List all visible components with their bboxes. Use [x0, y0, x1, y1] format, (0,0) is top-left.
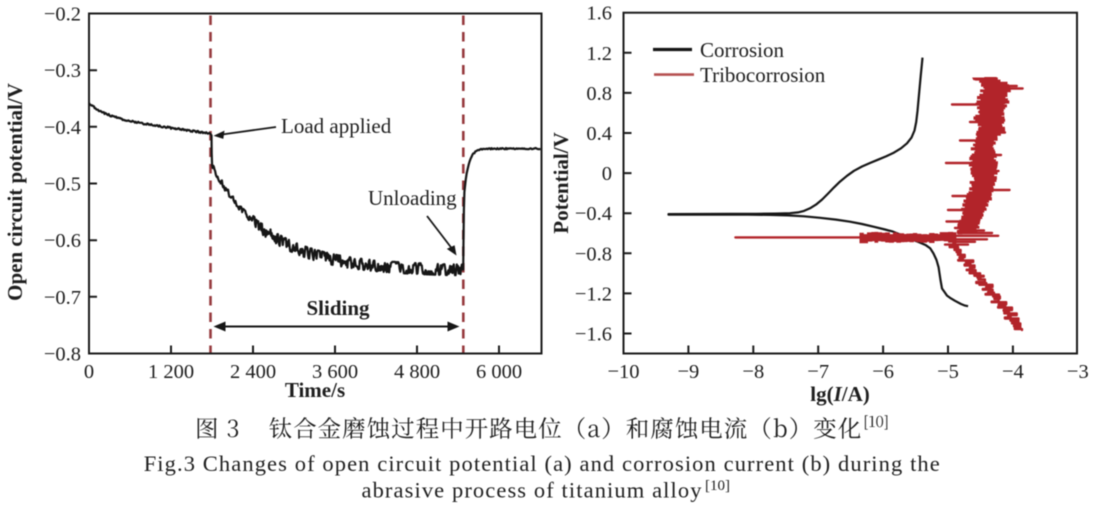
svg-text:Load applied: Load applied — [281, 114, 392, 138]
svg-text:−1.2: −1.2 — [575, 283, 612, 305]
svg-text:3 600: 3 600 — [312, 361, 358, 383]
svg-text:−6: −6 — [872, 361, 894, 383]
svg-text:1.6: 1.6 — [586, 3, 612, 25]
svg-text:0.8: 0.8 — [586, 83, 612, 105]
svg-text:−5: −5 — [937, 361, 959, 383]
svg-text:1 200: 1 200 — [148, 361, 194, 383]
svg-text:Potential/V: Potential/V — [549, 132, 573, 233]
svg-text:−10: −10 — [607, 361, 639, 383]
svg-text:Open circuit potential/V: Open circuit potential/V — [3, 83, 27, 301]
svg-text:−3: −3 — [1067, 361, 1089, 383]
svg-text:Time/s: Time/s — [285, 378, 345, 402]
svg-text:−0.6: −0.6 — [44, 230, 81, 252]
svg-text:−9: −9 — [677, 361, 699, 383]
svg-text:0: 0 — [602, 163, 612, 185]
svg-text:0.4: 0.4 — [586, 123, 612, 145]
svg-text:−0.7: −0.7 — [44, 287, 81, 309]
svg-text:0: 0 — [84, 361, 94, 383]
svg-text:Sliding: Sliding — [306, 296, 370, 320]
svg-text:lg(I/A): lg(I/A) — [810, 382, 870, 406]
svg-text:−4: −4 — [1002, 361, 1024, 383]
svg-text:Tribocorrosion: Tribocorrosion — [700, 63, 826, 87]
svg-text:2 400: 2 400 — [230, 361, 276, 383]
svg-text:−8: −8 — [742, 361, 764, 383]
svg-text:−0.5: −0.5 — [44, 174, 81, 196]
svg-text:−0.3: −0.3 — [44, 60, 81, 82]
svg-text:Corrosion: Corrosion — [700, 38, 785, 62]
svg-text:−1.6: −1.6 — [575, 324, 612, 346]
svg-text:−7: −7 — [807, 361, 829, 383]
svg-text:4 800: 4 800 — [394, 361, 440, 383]
svg-text:−0.4: −0.4 — [575, 203, 612, 225]
svg-text:Fig.3 Changes of open circuit: Fig.3 Changes of open circuit potential … — [144, 451, 941, 476]
svg-text:−0.4: −0.4 — [44, 117, 81, 139]
svg-text:−0.8: −0.8 — [44, 344, 81, 366]
svg-text:Unloading: Unloading — [368, 186, 457, 210]
svg-text:−0.8: −0.8 — [575, 243, 612, 265]
svg-text:[10]: [10] — [705, 478, 730, 494]
svg-text:6 000: 6 000 — [476, 361, 522, 383]
svg-text:1.2: 1.2 — [586, 43, 612, 65]
svg-text:abrasive process of titanium a: abrasive process of titanium alloy — [362, 478, 703, 503]
svg-text:−0.2: −0.2 — [44, 4, 81, 26]
